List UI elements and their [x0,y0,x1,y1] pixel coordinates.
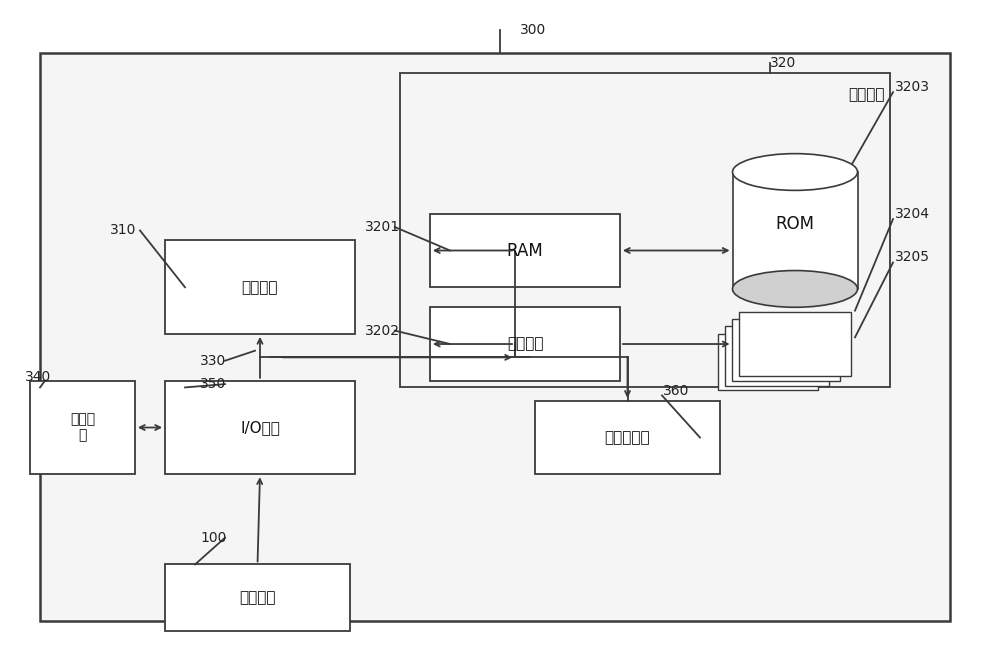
FancyBboxPatch shape [30,381,135,474]
Text: 处理单元: 处理单元 [242,280,278,295]
FancyBboxPatch shape [165,240,355,334]
Text: 网络适配器: 网络适配器 [605,430,650,445]
Ellipse shape [732,154,858,190]
Text: 310: 310 [110,224,136,237]
FancyBboxPatch shape [400,73,890,387]
FancyBboxPatch shape [165,564,350,631]
Text: 320: 320 [770,57,796,70]
Text: 3201: 3201 [365,220,400,234]
Text: 100: 100 [200,531,226,544]
FancyBboxPatch shape [535,401,720,474]
Text: I/O接口: I/O接口 [240,420,280,435]
FancyBboxPatch shape [165,381,355,474]
Text: 3203: 3203 [895,80,930,94]
FancyBboxPatch shape [732,319,840,381]
Text: 显示单
元: 显示单 元 [70,412,95,443]
Text: 3204: 3204 [895,207,930,220]
Text: ROM: ROM [776,215,814,232]
Text: 存储单元: 存储单元 [848,87,885,102]
FancyBboxPatch shape [718,334,818,390]
Text: 高速缓存: 高速缓存 [507,337,543,351]
Text: 350: 350 [200,377,226,391]
FancyBboxPatch shape [430,307,620,381]
Text: 300: 300 [520,23,546,37]
Text: RAM: RAM [507,242,543,259]
Text: 340: 340 [25,371,51,384]
Text: 3202: 3202 [365,324,400,337]
FancyBboxPatch shape [732,172,858,289]
FancyBboxPatch shape [430,214,620,287]
Text: 330: 330 [200,354,226,367]
FancyBboxPatch shape [40,53,950,621]
FancyBboxPatch shape [739,311,851,377]
FancyBboxPatch shape [725,327,829,386]
Text: 360: 360 [663,384,689,397]
Text: 3205: 3205 [895,250,930,264]
Text: 外部设备: 外部设备 [239,591,276,605]
Ellipse shape [732,271,858,307]
